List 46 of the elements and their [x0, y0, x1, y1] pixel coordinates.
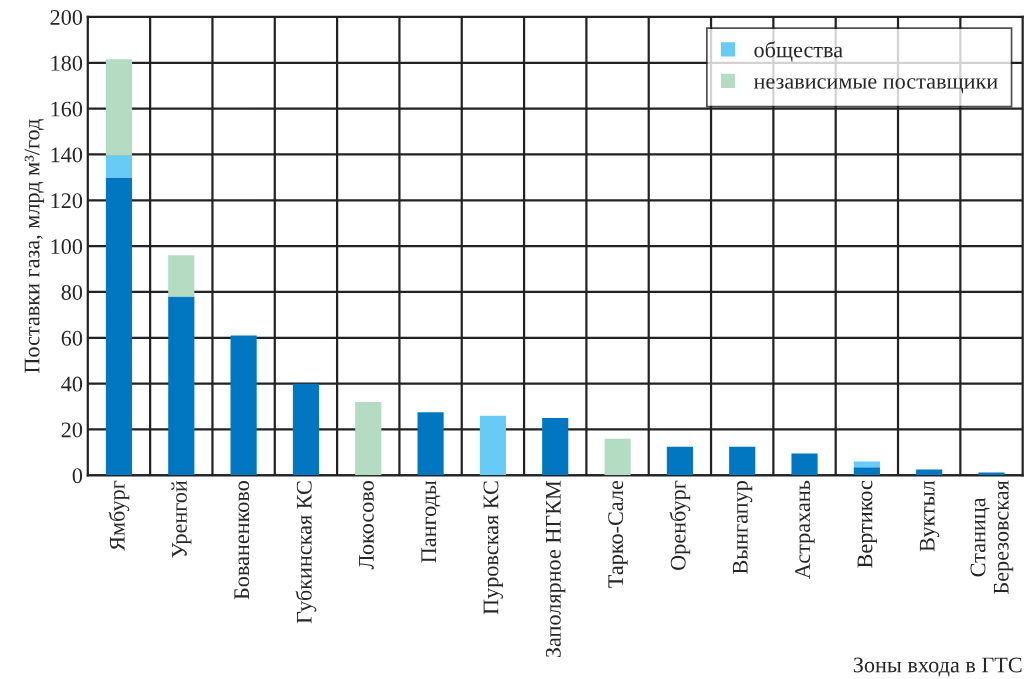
bar	[479, 415, 506, 476]
y-tick-label: 0	[72, 468, 83, 484]
y-tick-label: 160	[51, 101, 83, 117]
x-axis-title: Зоны входа в ГТС	[853, 657, 1022, 677]
y-tick-label: 140	[51, 147, 83, 163]
bar	[230, 335, 257, 476]
bar	[542, 418, 569, 476]
x-tick-label: Пуровская КС	[483, 481, 503, 615]
bar	[355, 401, 382, 476]
y-tick-label: 120	[51, 193, 83, 209]
legend-label: независимые поставщики	[753, 78, 998, 94]
y-tick-label: 60	[61, 330, 83, 346]
bar	[292, 383, 320, 476]
legend-label: общества	[754, 41, 843, 62]
y-tick-label: 80	[61, 284, 83, 300]
x-tick-label: Станица Березовская	[970, 480, 1014, 594]
bar	[853, 467, 880, 476]
y-tick-label: 40	[61, 376, 83, 392]
x-tick-label: Тарко-Сале	[608, 480, 628, 588]
x-tick-label: Заполярное НГКМ	[545, 480, 566, 658]
bar	[105, 155, 133, 178]
x-tick-label: Астрахань	[795, 480, 815, 579]
x-tick-label: Бованенково	[234, 481, 250, 600]
bar	[604, 438, 631, 476]
bar	[168, 296, 195, 476]
y-tick-label: 20	[61, 422, 83, 438]
bar	[729, 446, 756, 476]
bar	[791, 453, 818, 476]
x-tick-label: Ямбург	[108, 480, 130, 551]
x-tick-label: Локосово	[359, 481, 374, 570]
y-tick-label: 180	[51, 55, 83, 71]
y-tick-label: 100	[51, 239, 83, 255]
x-tick-label: Вертикос	[857, 480, 877, 568]
x-tick-label: Уренгой	[171, 480, 192, 558]
y-tick-label: 200	[50, 9, 83, 25]
x-tick-label: Пангоды	[421, 480, 441, 563]
y-axis-title: Поставки газа, млрд м³/год	[24, 119, 45, 373]
x-tick-label: Вуктыл	[919, 480, 940, 552]
x-tick-label: Оренбург	[669, 480, 691, 570]
bar	[666, 446, 693, 476]
x-tick-label: Вынгапур	[732, 481, 753, 574]
bar	[168, 255, 195, 297]
bar	[105, 59, 133, 156]
bar	[417, 412, 444, 476]
bar	[105, 177, 133, 476]
x-tick-label: Губкинская КС	[295, 481, 317, 624]
